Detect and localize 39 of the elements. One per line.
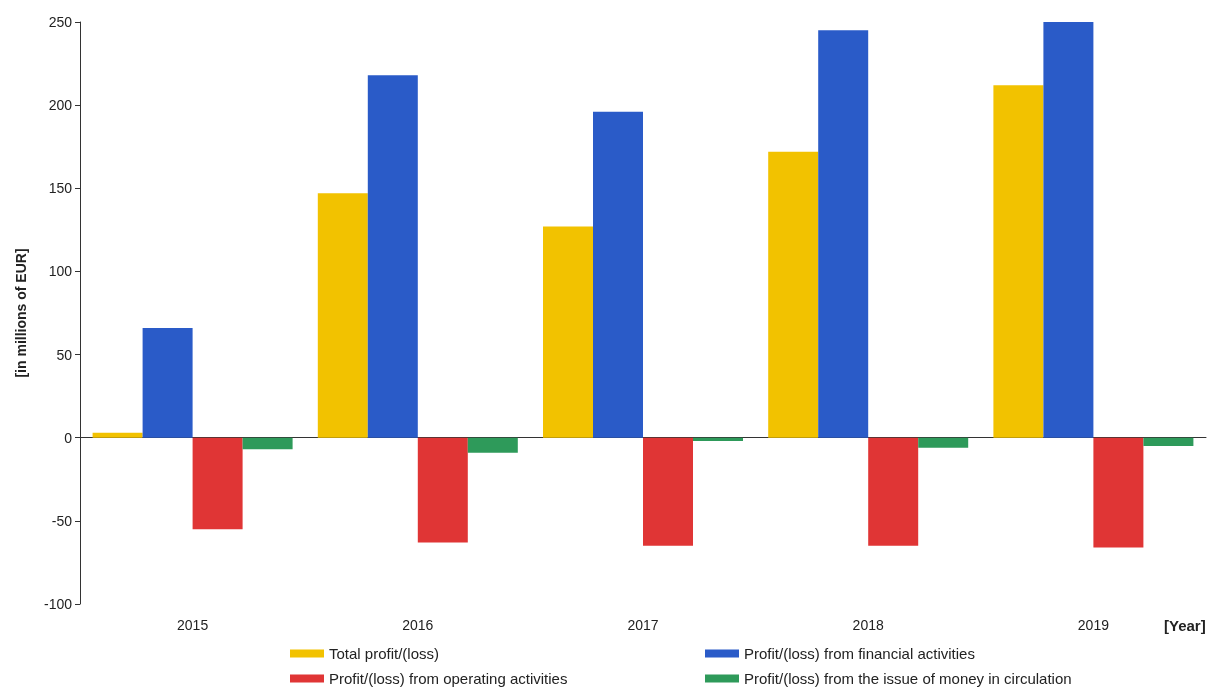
x-tick-label: 2017 xyxy=(627,617,659,633)
bar xyxy=(1093,437,1144,548)
y-tick-label: 0 xyxy=(64,429,73,446)
bar xyxy=(768,151,819,438)
bar xyxy=(868,437,919,546)
legend-label: Total profit/(loss) xyxy=(329,645,440,662)
bar xyxy=(593,111,643,438)
bar xyxy=(993,85,1044,438)
bar xyxy=(1043,22,1094,438)
bar xyxy=(242,437,293,450)
y-tick-label: 50 xyxy=(56,346,73,363)
y-axis-title: [in millions of EUR] xyxy=(13,248,29,378)
x-tick-label: 2019 xyxy=(1077,617,1110,633)
bar xyxy=(693,437,743,442)
bar xyxy=(543,226,593,438)
y-tick-label: -50 xyxy=(51,512,73,529)
y-tick-label: -100 xyxy=(43,596,73,612)
x-axis-title: [Year] xyxy=(1164,617,1206,634)
legend-label: Profit/(loss) from financial activities xyxy=(744,645,975,662)
y-tick-label: 250 xyxy=(48,14,73,30)
bar xyxy=(367,75,418,438)
y-tick-label: 150 xyxy=(48,180,73,197)
x-tick-label: 2016 xyxy=(402,617,434,633)
y-tick-label: 200 xyxy=(48,97,73,114)
legend-label: Profit/(loss) from the issue of money in circulation xyxy=(744,670,1072,687)
bar xyxy=(417,437,468,543)
bar xyxy=(1143,437,1194,447)
bar xyxy=(92,432,143,438)
bar xyxy=(317,193,368,438)
x-tick-label: 2015 xyxy=(177,617,209,633)
y-tick-label: 100 xyxy=(48,263,73,280)
legend-label: Profit/(loss) from operating activities xyxy=(329,670,568,687)
bar xyxy=(818,30,869,438)
bar xyxy=(142,327,193,438)
bar xyxy=(467,437,518,453)
bar xyxy=(643,437,693,546)
bar xyxy=(192,437,243,530)
bar xyxy=(918,437,969,448)
x-tick-label: 2018 xyxy=(852,617,884,633)
